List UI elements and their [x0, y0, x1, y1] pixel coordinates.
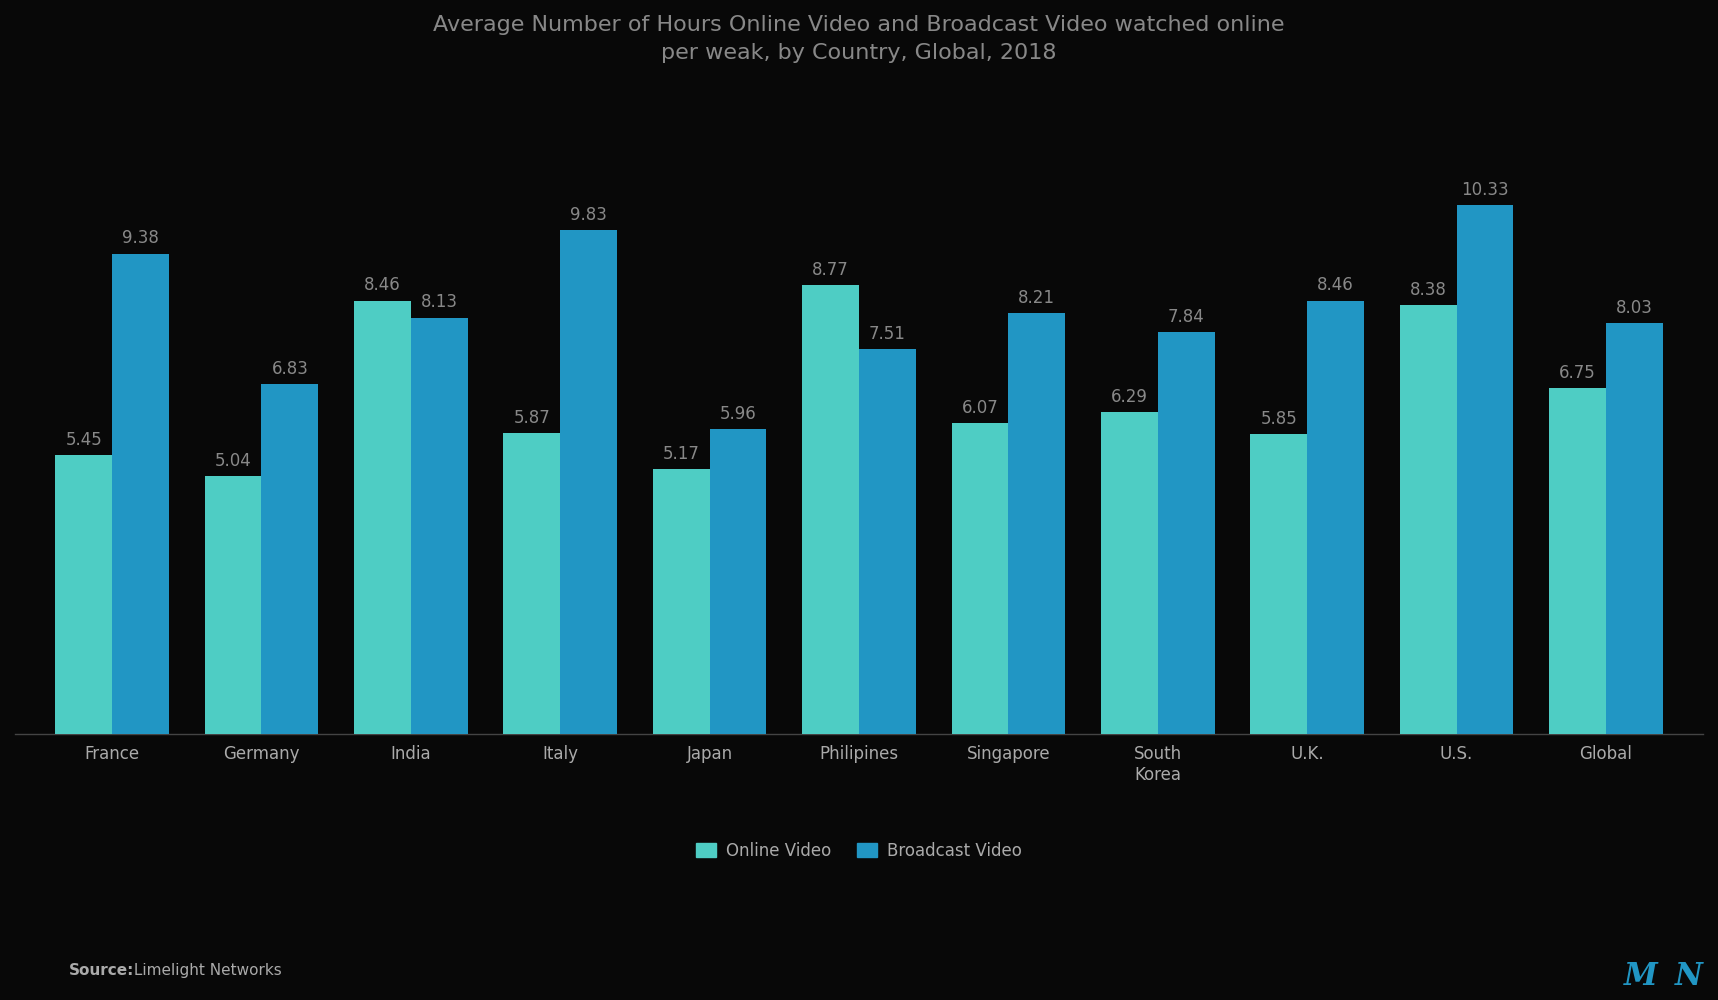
Bar [204, 476, 261, 734]
Bar [1550, 388, 1606, 734]
Bar [1400, 305, 1457, 734]
Bar [411, 318, 467, 734]
Text: 5.17: 5.17 [663, 445, 699, 463]
Bar [503, 433, 560, 734]
Bar [354, 301, 411, 734]
Bar [261, 384, 318, 734]
Text: 9.83: 9.83 [570, 206, 606, 224]
Text: 8.38: 8.38 [1410, 281, 1447, 299]
Text: 8.46: 8.46 [1318, 276, 1354, 294]
Text: 5.85: 5.85 [1261, 410, 1297, 428]
Text: Limelight Networks: Limelight Networks [129, 963, 282, 978]
Text: 9.38: 9.38 [122, 229, 160, 247]
Text: 8.77: 8.77 [813, 261, 849, 279]
Bar [1307, 301, 1364, 734]
Text: 5.96: 5.96 [720, 405, 756, 423]
Bar [55, 455, 112, 734]
Bar [952, 423, 1008, 734]
Text: 7.51: 7.51 [869, 325, 905, 343]
Text: 7.84: 7.84 [1168, 308, 1204, 326]
Text: 10.33: 10.33 [1460, 181, 1508, 199]
Text: Source:: Source: [69, 963, 134, 978]
Text: 5.87: 5.87 [514, 409, 550, 427]
Bar [112, 254, 168, 734]
Text: 6.75: 6.75 [1560, 364, 1596, 382]
Text: 8.13: 8.13 [421, 293, 457, 311]
Text: 5.45: 5.45 [65, 431, 101, 449]
Bar [859, 349, 916, 734]
Text: 8.03: 8.03 [1617, 299, 1653, 317]
Text: 8.21: 8.21 [1019, 289, 1055, 307]
Bar [1457, 205, 1514, 734]
Text: 8.46: 8.46 [364, 276, 400, 294]
Text: 6.07: 6.07 [962, 399, 998, 417]
Bar [802, 285, 859, 734]
Text: 6.29: 6.29 [1112, 388, 1148, 406]
Bar [1158, 332, 1215, 734]
Legend: Online Video, Broadcast Video: Online Video, Broadcast Video [689, 835, 1029, 866]
Text: 5.04: 5.04 [215, 452, 251, 470]
Bar [560, 230, 617, 734]
Bar [1101, 412, 1158, 734]
Text: M: M [1624, 961, 1658, 992]
Bar [1008, 313, 1065, 734]
Text: 6.83: 6.83 [271, 360, 308, 378]
Bar [1606, 323, 1663, 734]
Text: N: N [1675, 961, 1703, 992]
Title: Average Number of Hours Online Video and Broadcast Video watched online
per weak: Average Number of Hours Online Video and… [433, 15, 1285, 63]
Bar [653, 469, 710, 734]
Bar [710, 429, 766, 734]
Bar [1251, 434, 1307, 734]
